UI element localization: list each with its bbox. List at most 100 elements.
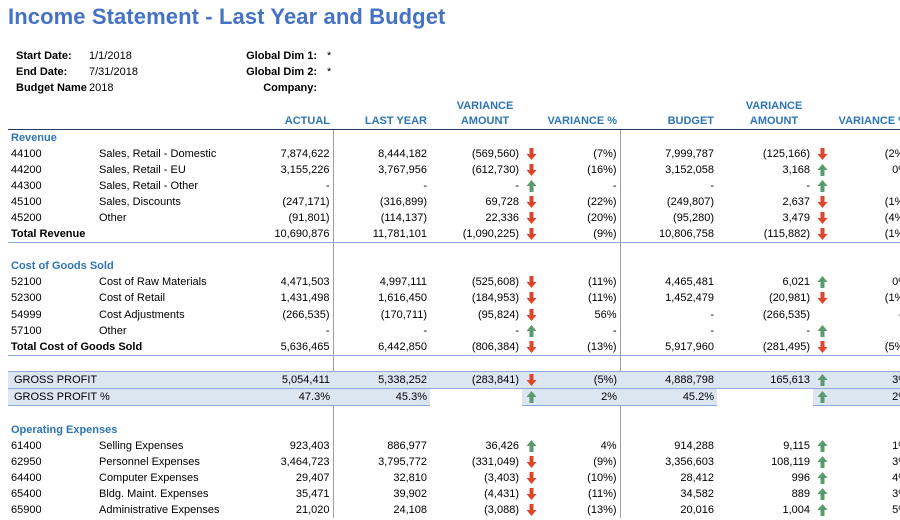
arrow-up-icon — [526, 439, 537, 452]
actual-value: 923,403 — [289, 439, 330, 452]
variance-pct: (10%) — [587, 471, 617, 484]
budget-variance-amount: - — [806, 325, 811, 337]
table-row: 45100 Sales, Discounts (247,171) (316,899) 6… — [8, 193, 900, 210]
account-number: 44200 — [11, 163, 42, 176]
arrow-up-icon — [817, 374, 828, 387]
variance-amount: - — [515, 179, 519, 192]
arrow-down-icon — [526, 227, 537, 240]
header-budget-variance-amount: VARIANCE AMOUNT — [717, 96, 832, 130]
budget-value: 5,917,960 — [619, 339, 718, 356]
budget-variance-pct: 0% — [892, 163, 900, 176]
budget-variance-amount: 3,479 — [782, 211, 811, 224]
arrow-down-icon — [526, 163, 537, 176]
budget-variance-amount: (115,882) — [717, 225, 814, 243]
budget-value: 34,582 — [619, 485, 718, 502]
last-year-value: (170,711) — [332, 306, 430, 323]
arrow-down-icon — [817, 195, 828, 208]
account-name: Sales, Discounts — [99, 195, 181, 208]
last-year-value: 3,795,772 — [332, 453, 430, 470]
table-row: 44100 Sales, Retail - Domestic 7,874,622 8,… — [8, 145, 900, 162]
variance-amount: (283,841) — [430, 371, 522, 389]
start-date-row: Start Date: 1/1/2018 — [16, 50, 132, 62]
gross-profit-row: GROSS PROFIT 5,054,411 5,338,252 (283,841) (… — [8, 371, 900, 389]
end-date-value: 7/31/2018 — [89, 66, 138, 78]
spacer-row — [8, 242, 900, 258]
actual-value: 7,874,622 — [280, 147, 330, 160]
account-name: Cost of Retail — [99, 292, 166, 304]
actual-value: 1,431,498 — [280, 292, 330, 304]
arrow-up-icon — [526, 391, 537, 404]
arrow-up-icon — [817, 471, 828, 484]
spacer-row — [8, 355, 900, 372]
account-name: Sales, Retail - Other — [99, 179, 199, 192]
account-number: 54999 — [11, 308, 42, 321]
table-row: 44200 Sales, Retail - EU 3,155,226 3,767,95… — [8, 161, 900, 178]
table-row: 61400 Selling Expenses 923,403 886,977 36,42… — [8, 437, 900, 454]
last-year-value: 3,767,956 — [332, 161, 430, 178]
last-year-value: - — [332, 177, 430, 194]
global-dim1-value: * — [327, 50, 332, 62]
budget-value: - — [619, 177, 718, 194]
global-dim2-value: * — [327, 66, 332, 78]
variance-pct: (22%) — [587, 195, 617, 208]
budget-variance-amount: 108,119 — [771, 455, 811, 468]
variance-amount: (4,431) — [484, 487, 519, 500]
gross-profit-pct-label: GROSS PROFIT % — [8, 388, 241, 406]
variance-amount: 36,426 — [485, 439, 519, 452]
budget-variance-amount: (281,495) — [717, 339, 814, 356]
budget-value: 7,999,787 — [619, 145, 718, 162]
variance-amount: (184,953) — [471, 292, 519, 304]
table-row: 45200 Other (91,801) (114,137) 22,336 (20%) (9… — [8, 209, 900, 226]
budget-value: (249,807) — [619, 193, 718, 210]
budget-variance-amount: (125,166) — [762, 147, 811, 160]
arrow-down-icon — [526, 471, 537, 484]
table-row: 65900 Administrative Expenses 21,020 24,108… — [8, 501, 900, 518]
budget-value: - — [619, 323, 718, 339]
account-name: Sales, Retail - Domestic — [99, 147, 217, 160]
arrow-down-icon — [526, 455, 537, 468]
budget-variance-pct: 1% — [892, 439, 900, 452]
arrow-up-icon — [817, 163, 828, 176]
budget-value: 914,288 — [619, 437, 718, 454]
account-number: 64400 — [11, 471, 42, 484]
variance-amount: 22,336 — [485, 211, 519, 224]
start-date-value: 1/1/2018 — [89, 50, 132, 62]
account-number: 57100 — [11, 325, 42, 337]
arrow-down-icon — [817, 341, 828, 354]
arrow-down-icon — [817, 227, 828, 240]
budget-value: 4,465,481 — [619, 274, 718, 290]
budget-variance-pct: 3% — [892, 455, 900, 468]
budget-name-row: Budget Name 2018 — [16, 82, 113, 94]
gross-profit-label: GROSS PROFIT — [8, 371, 241, 389]
account-name: Cost Adjustments — [99, 308, 185, 321]
variance-pct: (11%) — [587, 487, 617, 500]
actual-value: 5,636,465 — [241, 339, 333, 356]
variance-pct: (20%) — [587, 211, 617, 224]
budget-variance-amount: 2,637 — [782, 195, 811, 208]
variance-amount: - — [515, 325, 519, 337]
variance-amount: (3,088) — [484, 503, 519, 516]
variance-pct: (7%) — [593, 147, 617, 160]
global-dim2-row: Global Dim 2: * — [240, 66, 331, 78]
variance-pct: (9%) — [593, 455, 617, 468]
variance-amount: (1,090,225) — [430, 225, 522, 243]
variance-pct: 56% — [594, 308, 617, 321]
report-title: Income Statement - Last Year and Budget — [8, 4, 446, 29]
arrow-down-icon — [526, 147, 537, 160]
arrow-down-icon — [817, 211, 828, 224]
arrow-up-icon — [817, 487, 828, 500]
variance-amount: (569,560) — [471, 147, 519, 160]
start-date-label: Start Date: — [16, 50, 72, 62]
total-row: Total Cost of Goods Sold 5,636,465 6,442,8… — [8, 339, 900, 356]
header-row: ACTUAL LAST YEAR VARIANCE AMOUNT VARIANCE… — [8, 96, 900, 130]
arrow-down-icon — [526, 276, 537, 289]
budget-variance-pct: ⇔ — [831, 306, 900, 323]
variance-pct: (13%) — [587, 503, 617, 516]
arrow-up-icon — [817, 503, 828, 516]
budget-variance-pct: - — [831, 178, 900, 194]
actual-value: 3,464,723 — [280, 455, 330, 468]
account-name: Bldg. Maint. Expenses — [99, 487, 209, 500]
actual-value: 29,407 — [295, 471, 330, 484]
account-name: Other — [99, 211, 127, 224]
